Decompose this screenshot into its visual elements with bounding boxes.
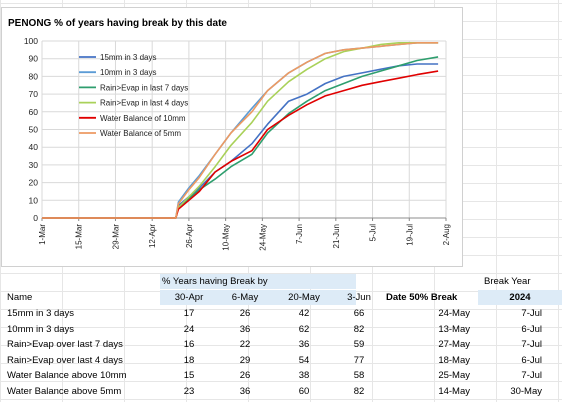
table-header-row: Name 30-Apr 6-May 20-May 3-Jun Date 50% … xyxy=(0,290,562,305)
row-value: 22 xyxy=(239,339,251,350)
y-tick-label: 70 xyxy=(29,89,39,99)
row-value: 36 xyxy=(239,385,251,397)
row-name: Rain>Evap over last 7 days xyxy=(7,339,123,350)
row-value: 26 xyxy=(239,308,251,319)
row-value: 16 xyxy=(183,339,195,350)
row-value: 77 xyxy=(353,354,365,366)
y-tick-label: 90 xyxy=(29,54,39,64)
row-value: 38 xyxy=(298,370,310,381)
series-line xyxy=(42,42,439,219)
row-value: 29 xyxy=(239,354,251,366)
legend-label: 10mm in 3 days xyxy=(100,68,156,77)
header-date-3: 20-May xyxy=(288,292,320,303)
x-tick-label: 1-Mar xyxy=(38,224,47,245)
table-row: Rain>Evap over last 4 days 18 29 54 77 18-May… xyxy=(0,353,562,368)
table-row: 10mm in 3 days 24 36 62 82 13-May 6-Jul xyxy=(0,322,562,337)
table-row: Water Balance above 10mm 15 26 38 58 25-May 7-… xyxy=(0,368,562,383)
row-value: 82 xyxy=(353,385,365,397)
row-break-year: 6-Jul xyxy=(521,323,542,335)
row-value: 24 xyxy=(183,323,195,335)
legend-label: Rain>Evap in last 7 days xyxy=(100,83,188,92)
table-row: Rain>Evap over last 7 days 16 22 36 59 27-May… xyxy=(0,337,562,352)
x-tick-label: 21-Jun xyxy=(332,224,341,248)
row-value: 42 xyxy=(298,308,310,319)
x-tick-label: 7-Jun xyxy=(295,224,304,244)
row-break-year: 6-Jul xyxy=(521,354,542,366)
row-date-50: 13-May xyxy=(438,323,470,335)
row-name: Water Balance above 5mm xyxy=(7,385,122,397)
row-value: 58 xyxy=(353,370,365,381)
series-line xyxy=(42,70,439,219)
y-tick-label: 40 xyxy=(29,142,39,152)
y-tick-label: 10 xyxy=(29,195,39,205)
header-year: 2024 xyxy=(509,292,531,303)
row-value: 18 xyxy=(183,354,195,366)
legend-label: Rain>Evap in last 4 days xyxy=(100,99,188,108)
table-row: 15mm in 3 days 17 26 42 66 24-May 7-Jul xyxy=(0,306,562,321)
row-value: 26 xyxy=(239,370,251,381)
row-value: 17 xyxy=(183,308,195,319)
row-value: 36 xyxy=(298,339,310,350)
y-tick-label: 30 xyxy=(29,160,39,170)
x-tick-label: 24-May xyxy=(258,224,267,251)
row-name: 10mm in 3 days xyxy=(7,323,75,335)
row-date-50: 25-May xyxy=(438,370,470,381)
line-chart: 0 10 20 30 40 50 60 70 80 90 100 1-Mar 15-Mar 29-Mar 1… xyxy=(24,36,451,251)
row-value: 62 xyxy=(298,323,310,335)
header-date-1: 30-Apr xyxy=(174,292,204,303)
y-tick-label: 0 xyxy=(33,213,38,223)
row-date-50: 24-May xyxy=(438,308,470,319)
row-value: 60 xyxy=(298,385,310,397)
y-tick-label: 60 xyxy=(29,107,39,117)
table-super-header-row: % Years having Break by Break Year xyxy=(0,274,562,289)
legend-label: Water Balance of 10mm xyxy=(100,114,186,123)
row-date-50: 18-May xyxy=(438,354,470,366)
row-name: Water Balance above 10mm xyxy=(7,370,127,381)
row-name: Rain>Evap over last 4 days xyxy=(7,354,123,366)
x-tick-label: 26-Apr xyxy=(185,224,194,248)
legend-label: 15mm in 3 days xyxy=(100,53,156,62)
table-row: Water Balance above 5mm 23 36 60 82 14-May 30-… xyxy=(0,384,562,399)
header-date-50: Date 50% Break xyxy=(386,292,458,303)
row-value: 82 xyxy=(353,323,365,335)
row-value: 66 xyxy=(353,308,365,319)
row-name: 15mm in 3 days xyxy=(7,308,75,319)
y-tick-label: 100 xyxy=(24,36,38,46)
header-name: Name xyxy=(7,292,33,303)
x-tick-label: 10-May xyxy=(222,224,231,251)
break-year-header: Break Year xyxy=(484,276,531,287)
row-value: 36 xyxy=(239,323,251,335)
x-tick-label: 29-Mar xyxy=(111,224,120,250)
series-line xyxy=(42,42,439,219)
x-tick-label: 19-Jul xyxy=(405,224,414,246)
chart-area[interactable]: PENONG % of years having break by this d… xyxy=(1,7,463,267)
y-tick-label: 50 xyxy=(29,125,39,135)
row-value: 59 xyxy=(353,339,365,350)
row-break-year: 7-Jul xyxy=(521,339,542,350)
y-tick-label: 80 xyxy=(29,71,39,81)
row-break-year: 7-Jul xyxy=(521,370,542,381)
header-date-2: 6-May xyxy=(231,292,259,303)
x-tick-label: 5-Jul xyxy=(369,224,378,242)
row-break-year: 7-Jul xyxy=(521,308,542,319)
row-date-50: 14-May xyxy=(438,385,470,397)
row-value: 23 xyxy=(183,385,195,397)
super-header: % Years having Break by xyxy=(162,276,268,287)
row-value: 15 xyxy=(183,370,195,381)
row-break-year: 30-May xyxy=(510,385,542,397)
x-tick-label: 15-Mar xyxy=(75,224,84,250)
y-tick-label: 20 xyxy=(29,178,39,188)
header-date-4: 3-Jun xyxy=(347,292,371,303)
x-tick-label: 12-Apr xyxy=(148,224,157,248)
x-tick-label: 2-Aug xyxy=(442,224,451,245)
legend-label: Water Balance of 5mm xyxy=(100,129,181,138)
chart-title: PENONG % of years having break by this d… xyxy=(8,18,227,29)
row-date-50: 27-May xyxy=(438,339,470,350)
row-value: 54 xyxy=(298,354,310,366)
